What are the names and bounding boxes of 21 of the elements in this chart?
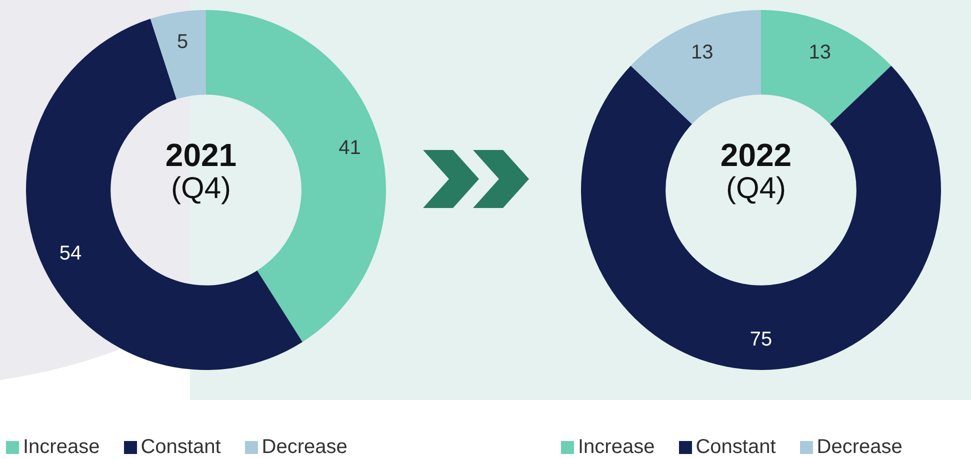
data-label: 41 [338,137,361,160]
data-label: 5 [177,31,188,54]
donut-slice [26,18,302,370]
donut-slice [150,10,206,100]
donut-slice [630,10,761,124]
data-label: 13 [690,41,714,64]
legend-label: Decrease [262,436,348,458]
legend-label: Constant [696,436,776,458]
data-label: 75 [750,328,772,351]
data-label: 54 [59,242,82,265]
text: (Q4) [170,172,232,206]
legend-label: Increase [578,436,655,458]
donut-slice [581,66,941,370]
text: (Q4) [725,172,787,206]
legend-label: Constant [140,436,221,458]
data-label: 13 [808,41,832,64]
legend-label: Increase [23,436,100,458]
text: 2021 [164,137,238,173]
text: 2022 [719,137,793,173]
donut-slice [761,10,892,124]
legend-label: Decrease [816,436,902,458]
